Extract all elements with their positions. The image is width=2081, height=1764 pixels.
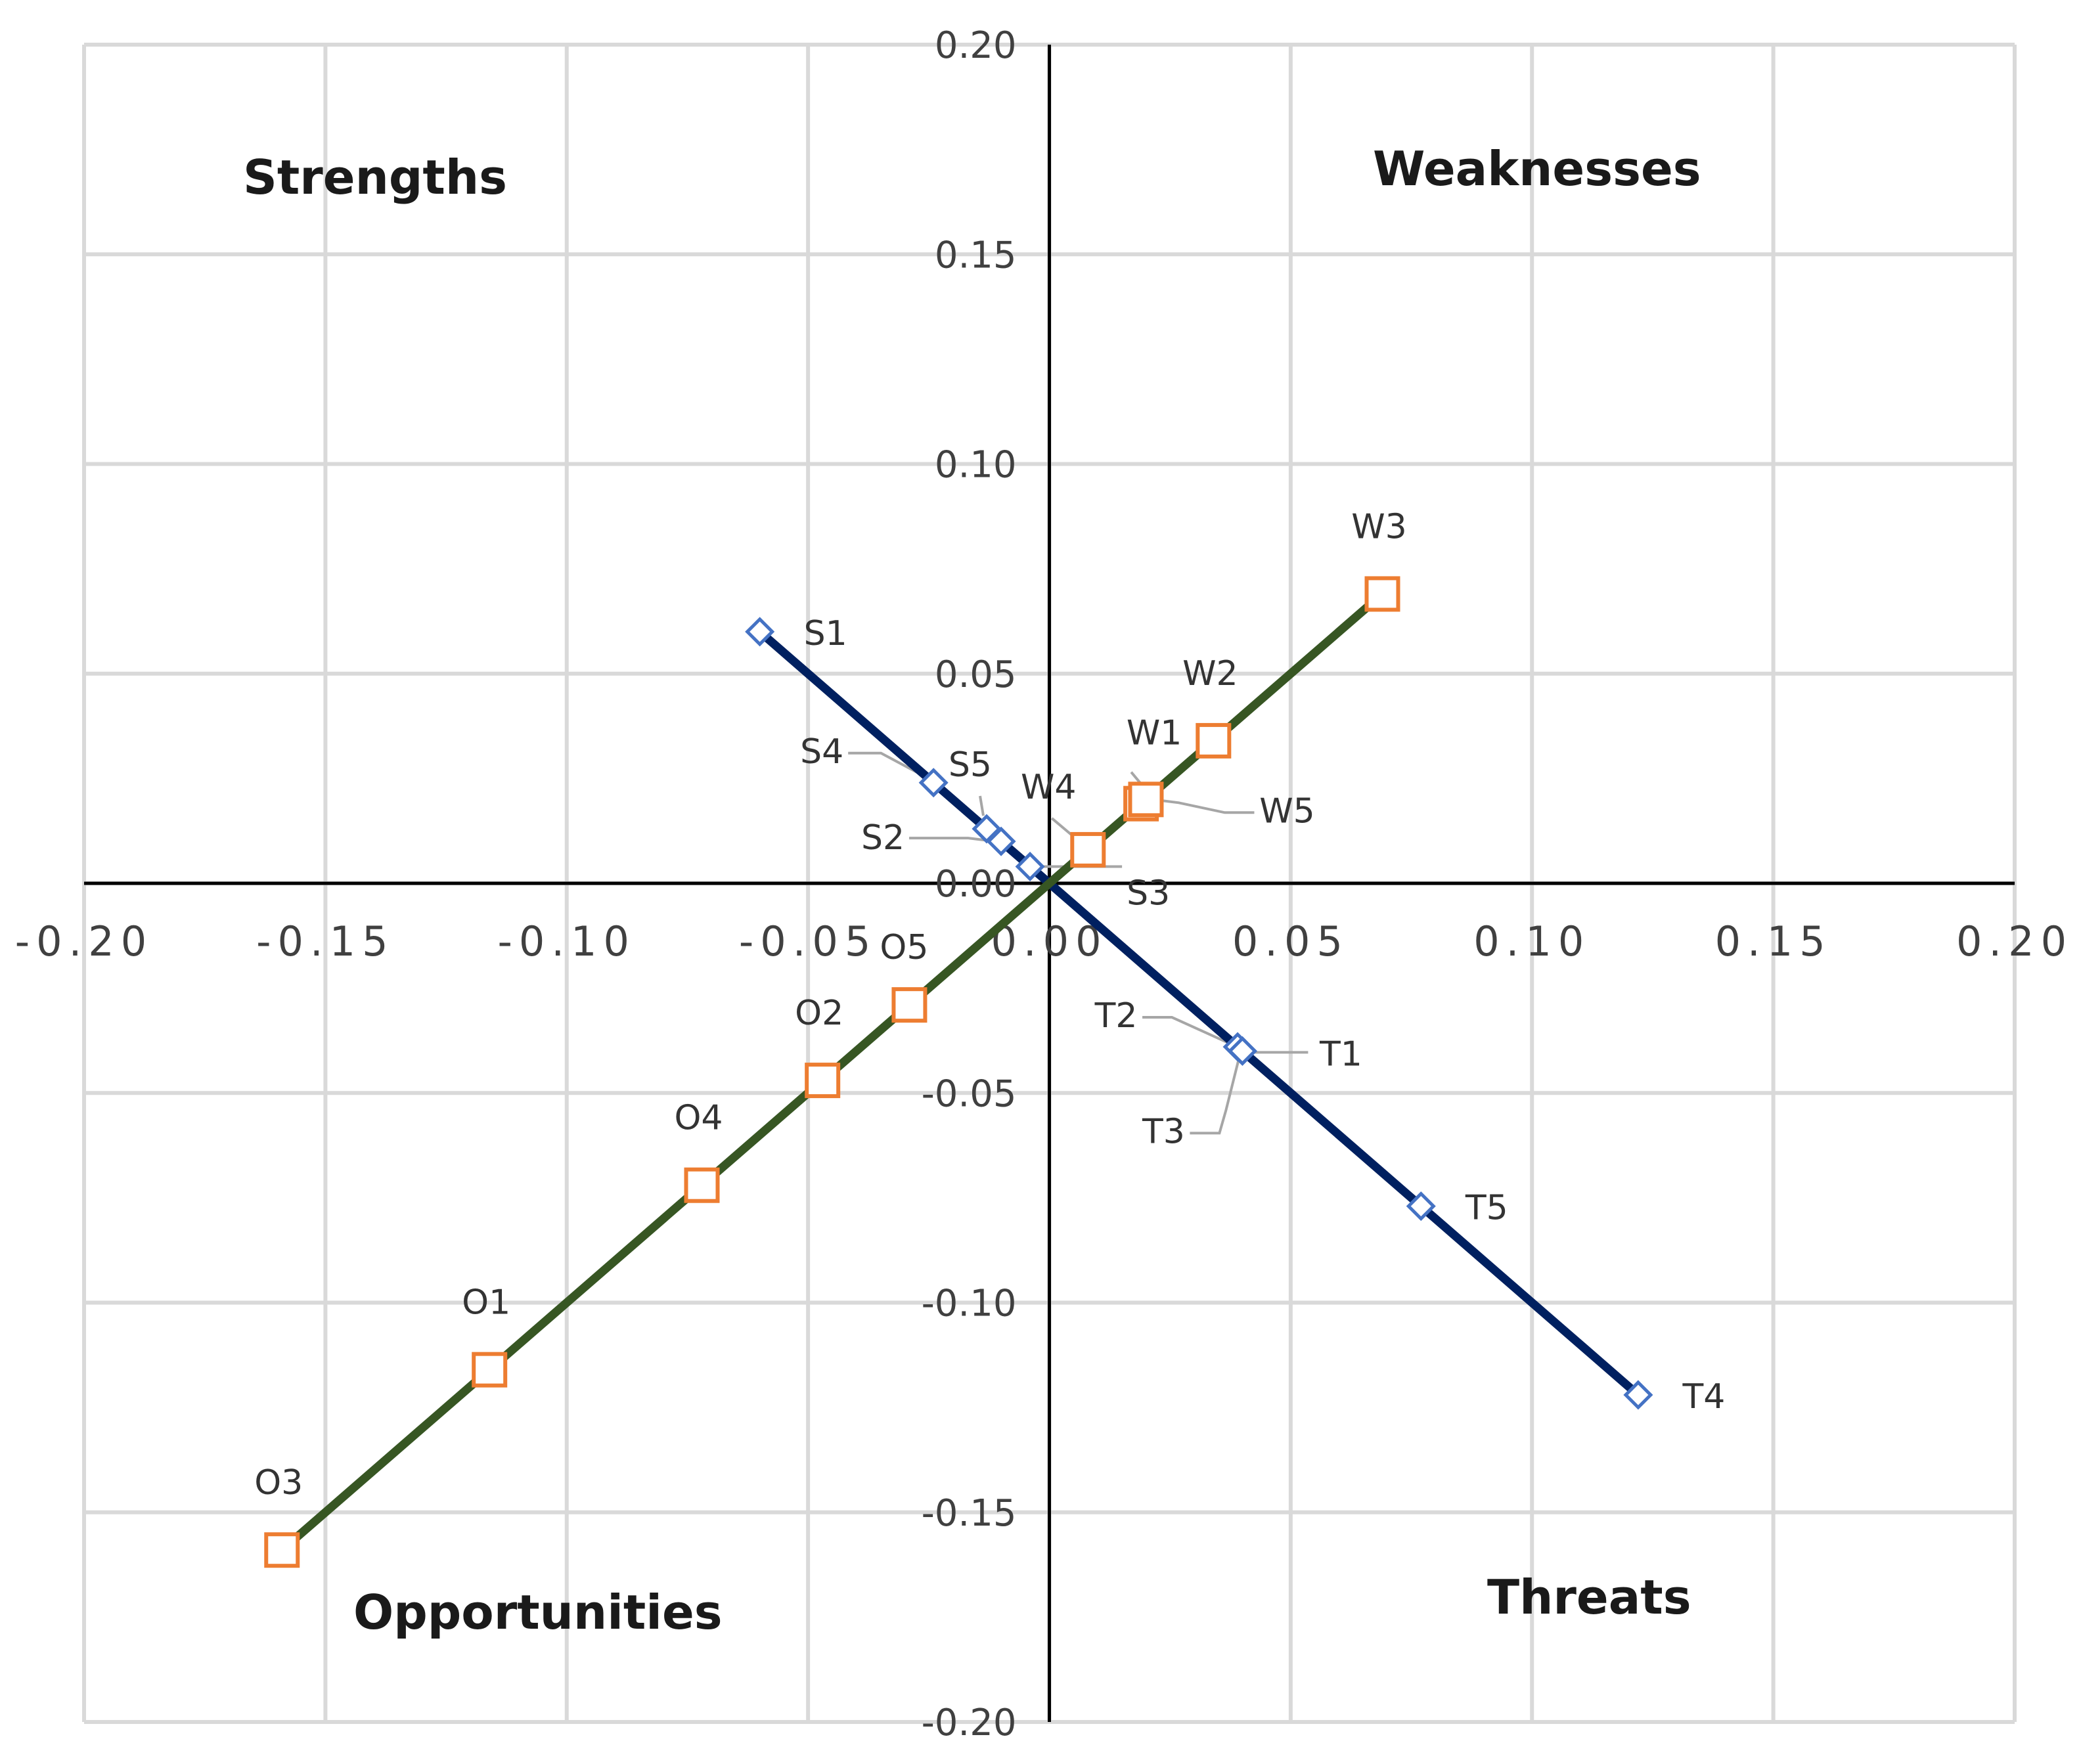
data-point-o2 xyxy=(805,1063,841,1099)
point-label-w4: W4 xyxy=(1021,768,1077,807)
data-point-o5 xyxy=(891,987,928,1023)
y-tick-label: -0.10 xyxy=(922,1283,1017,1325)
quadrant-label-opportunities: Opportunities xyxy=(353,1585,723,1640)
point-label-s2: S2 xyxy=(861,818,905,858)
leader-line-t3 xyxy=(1190,1057,1241,1135)
x-tick-label: 0.05 xyxy=(1232,917,1349,965)
data-point-t3 xyxy=(1227,1036,1257,1066)
quadrant-label-threats: Threats xyxy=(1487,1570,1691,1625)
x-tick-label: 0.00 xyxy=(991,917,1108,965)
data-point-w4 xyxy=(1070,831,1106,868)
point-labels: S1 S4 S5 S2 S3 T2 T1 T3 T5 T4 O3 O1 O4 O2 O5 W4 W1 W5 W2 W3 xyxy=(254,507,1725,1503)
data-point-s4 xyxy=(918,768,949,798)
leader-line-s5 xyxy=(979,795,985,816)
x-tick-label: 0.10 xyxy=(1473,917,1590,965)
data-point-s3 xyxy=(1015,851,1045,881)
quadrant-label-strengths: Strengths xyxy=(243,150,507,205)
series-line-2 xyxy=(279,590,1385,1554)
data-point-w3 xyxy=(1364,576,1400,612)
point-label-o5: O5 xyxy=(880,928,928,967)
data-point-o4 xyxy=(684,1167,720,1203)
point-label-t5: T5 xyxy=(1465,1189,1508,1228)
y-tick-label: -0.20 xyxy=(922,1702,1017,1744)
point-label-w2: W2 xyxy=(1182,654,1238,694)
point-label-o2: O2 xyxy=(795,994,843,1033)
point-label-o3: O3 xyxy=(254,1463,303,1503)
tick-labels: -0.20 -0.15 -0.10 -0.05 0.00 0.05 0.10 0.15 0.20… xyxy=(15,24,2073,1744)
point-label-t4: T4 xyxy=(1682,1377,1725,1417)
quadrant-labels: Strengths Weaknesses Opportunities Threa… xyxy=(243,141,1701,1640)
point-label-w3: W3 xyxy=(1351,507,1407,546)
point-label-t2: T2 xyxy=(1094,996,1138,1036)
data-point-s2 xyxy=(986,826,1016,856)
y-tick-label: 0.10 xyxy=(935,444,1017,487)
markers xyxy=(264,576,1653,1568)
point-label-o4: O4 xyxy=(674,1099,723,1138)
point-label-t1: T1 xyxy=(1319,1034,1362,1074)
point-label-w5: W5 xyxy=(1259,791,1315,831)
point-label-t3: T3 xyxy=(1142,1112,1185,1151)
x-tick-label: 0.20 xyxy=(1956,917,2073,965)
y-tick-label: -0.05 xyxy=(922,1072,1017,1115)
leader-line-w5 xyxy=(1152,798,1255,814)
x-tick-label: -0.20 xyxy=(15,917,153,965)
data-point-o3 xyxy=(264,1532,300,1568)
x-tick-label: -0.05 xyxy=(739,917,877,965)
x-tick-label: 0.15 xyxy=(1715,917,1832,965)
y-tick-label: 0.15 xyxy=(935,234,1017,276)
quadrant-label-weaknesses: Weaknesses xyxy=(1373,141,1701,196)
point-label-s4: S4 xyxy=(800,732,843,772)
data-point-o1 xyxy=(472,1352,508,1388)
data-point-t4 xyxy=(1623,1380,1653,1410)
leader-line-t2 xyxy=(1142,1016,1235,1047)
point-label-s1: S1 xyxy=(804,614,847,653)
point-label-s3: S3 xyxy=(1127,873,1170,913)
data-point-w2 xyxy=(1196,722,1232,759)
point-label-w1: W1 xyxy=(1127,714,1182,753)
y-tick-label: 0.20 xyxy=(935,24,1017,67)
data-point-s1 xyxy=(745,617,775,647)
point-label-o1: O1 xyxy=(462,1283,510,1323)
x-tick-label: -0.10 xyxy=(498,917,636,965)
x-tick-label: -0.15 xyxy=(256,917,394,965)
point-label-s5: S5 xyxy=(949,745,992,785)
y-tick-label: 0.05 xyxy=(935,653,1017,696)
y-tick-label: 0.00 xyxy=(935,863,1017,906)
data-point-w5 xyxy=(1128,782,1164,818)
data-point-t5 xyxy=(1406,1191,1436,1222)
y-tick-label: -0.15 xyxy=(922,1492,1017,1535)
